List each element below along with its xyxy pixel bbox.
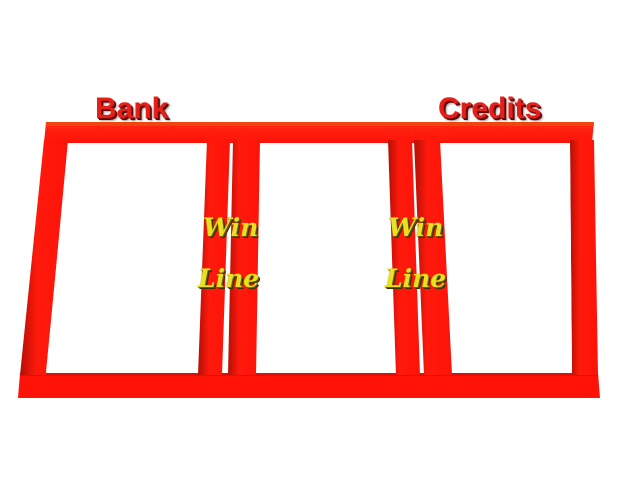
win-line-2-word-line: Line (385, 264, 447, 293)
win-line-2-word-win: Win (388, 213, 444, 242)
frame-right-post (570, 140, 598, 375)
win-line-1-word-win: Win (203, 213, 259, 242)
credits-label: Credits (438, 92, 542, 125)
frame-divider-2a (388, 140, 420, 375)
frame-divider-2b (414, 140, 452, 375)
frame-left-post (20, 140, 68, 375)
win-line-1-word-line: Line (198, 264, 260, 293)
reel-window-2 (258, 146, 394, 372)
reel-window-3 (442, 146, 572, 372)
bank-label: Bank (95, 92, 169, 125)
frame-bottom-bar (18, 373, 600, 398)
frame-top-bar (44, 122, 594, 143)
reel-window-1 (46, 146, 205, 372)
frame-divider-1b (228, 140, 260, 375)
frame-divider-1a (198, 140, 230, 375)
